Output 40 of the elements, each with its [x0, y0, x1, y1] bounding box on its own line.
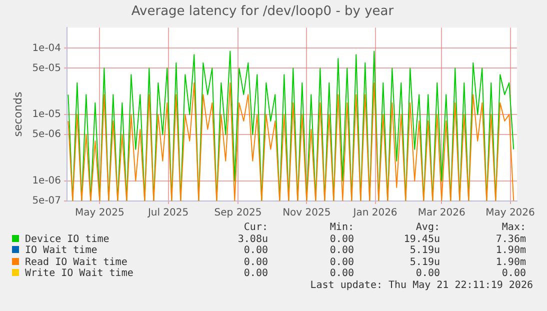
text: Avg: [414, 222, 441, 234]
text: 3.08u [236, 234, 269, 245]
y-tick-label: 1e-04 [32, 42, 62, 54]
text: Min: [328, 222, 355, 234]
y-tick-label: 5e-07 [32, 196, 62, 207]
y-tick-label: 1e-06 [32, 176, 62, 187]
x-tick-label: May 2026 [486, 208, 535, 219]
text: Max: [500, 222, 527, 234]
text: 0.00 [500, 268, 527, 280]
text: 1.90m [494, 245, 527, 256]
text: 0.00 [328, 256, 355, 268]
x-tick-label: Mar 2026 [418, 208, 466, 219]
x-tick-label: Jan 2026 [352, 208, 398, 219]
text: 19.45u [402, 234, 441, 245]
y-tick-label: 5e-05 [32, 62, 62, 74]
text: 7.36m [494, 234, 527, 245]
text: 5.19u [408, 245, 441, 256]
text: 0.00 [242, 268, 269, 280]
legend-label: Device IO time [24, 234, 110, 245]
text: 0.00 [242, 256, 269, 268]
text: 0.00 [414, 268, 441, 280]
x-tick-label: Jul 2025 [146, 208, 189, 219]
y-tick-label: 5e-06 [32, 129, 62, 140]
text: Last update: Thu May 21 22:11:19 2026 [309, 280, 533, 290]
legend-label: Read IO Wait time [24, 256, 128, 268]
text: 1.90m [494, 256, 527, 268]
text: 0.00 [328, 268, 355, 280]
y-tick-label: 1e-05 [32, 109, 62, 120]
text: 0.00 [242, 245, 269, 256]
y-axis-title: seconds [11, 92, 24, 137]
legend-label: Write IO Wait time [24, 268, 134, 280]
text: Cur: [242, 222, 269, 234]
legend-label: IO Wait time [24, 245, 98, 256]
chart-title: Average latency for /dev/loop0 - by year [131, 4, 394, 20]
text: 0.00 [328, 234, 355, 245]
text: 5.19u [408, 256, 441, 268]
x-tick-label: Sep 2025 [214, 208, 262, 219]
text: 0.00 [328, 245, 355, 256]
x-tick-label: May 2025 [75, 208, 124, 219]
x-tick-label: Nov 2025 [282, 208, 331, 219]
